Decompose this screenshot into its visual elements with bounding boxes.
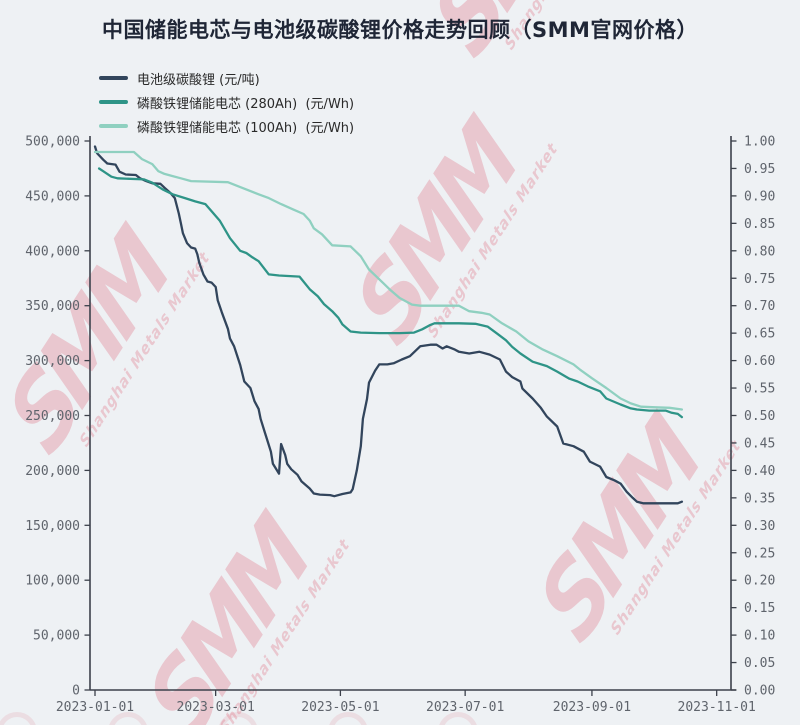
- right-axis-tick-label: 0.55: [744, 382, 775, 397]
- right-axis-tick-label: 0.80: [744, 244, 775, 259]
- left-axis-tick-label: 500,000: [25, 135, 80, 150]
- right-axis-tick-label: 0.70: [744, 299, 775, 314]
- left-axis-tick-label: 350,000: [25, 299, 80, 314]
- left-axis-tick-label: 300,000: [25, 354, 80, 369]
- x-axis-tick-label: 2023-11-01: [678, 700, 756, 715]
- chart-legend: 电池级碳酸锂 (元/吨) 磷酸铁锂储能电芯 (280Ah) (元/Wh) 磷酸铁…: [99, 66, 354, 138]
- legend-item-cell-280ah: 磷酸铁锂储能电芯 (280Ah) (元/Wh): [99, 90, 354, 114]
- legend-item-label: 磷酸铁锂储能电芯 (280Ah) (元/Wh): [137, 96, 355, 112]
- right-axis-tick-label: 0.50: [744, 409, 775, 424]
- left-axis-tick-label: 200,000: [25, 464, 80, 479]
- right-axis-tick-label: 0.25: [744, 546, 775, 561]
- right-axis-tick-label: 0.85: [744, 217, 775, 232]
- left-axis-tick-label: 400,000: [25, 244, 80, 259]
- right-axis-tick-label: 0.15: [744, 601, 775, 616]
- left-axis-tick-label: 100,000: [25, 574, 80, 589]
- chart-title: 中国储能电芯与电池级碳酸锂价格走势回顾（SMM官网价格）: [102, 18, 698, 42]
- right-axis-tick-label: 0.10: [744, 629, 775, 644]
- right-axis-tick-label: 0.60: [744, 354, 775, 369]
- right-axis-tick-label: 0.35: [744, 491, 775, 506]
- left-axis-tick-label: 50,000: [33, 629, 80, 644]
- series-line-1: [97, 167, 684, 419]
- legend-line-swatch: [99, 124, 128, 128]
- left-axis-tick-label: 450,000: [25, 189, 80, 204]
- x-axis-tick-label: 2023-01-01: [56, 700, 134, 715]
- right-axis-tick-label: 0.65: [744, 327, 775, 342]
- x-axis-tick-label: 2023-09-01: [553, 700, 631, 715]
- right-axis-tick-label: 0.95: [744, 162, 775, 177]
- left-axis-tick-label: 0: [72, 684, 80, 699]
- right-axis-tick-label: 0.40: [744, 464, 775, 479]
- series-line-0: [93, 145, 684, 505]
- left-axis-tick-label: 250,000: [25, 409, 80, 424]
- right-axis-tick-label: 0.20: [744, 574, 775, 589]
- right-axis-tick-label: 0.90: [744, 189, 775, 204]
- legend-line-swatch: [99, 100, 128, 104]
- right-axis-tick-label: 0.05: [744, 656, 775, 671]
- right-axis-tick-label: 0.45: [744, 436, 775, 451]
- legend-item-lithium-carbonate: 电池级碳酸锂 (元/吨): [99, 66, 354, 90]
- legend-item-label: 电池级碳酸锂 (元/吨): [137, 72, 260, 88]
- x-axis-tick-label: 2023-03-01: [177, 700, 255, 715]
- left-axis-tick-label: 150,000: [25, 519, 80, 534]
- series-line-2: [93, 150, 684, 411]
- right-axis-tick-label: 0.30: [744, 519, 775, 534]
- right-axis-tick-label: 0.75: [744, 272, 775, 287]
- right-axis-tick-label: 0.00: [744, 684, 775, 699]
- legend-line-swatch: [99, 76, 128, 80]
- x-axis-tick-label: 2023-05-01: [301, 700, 379, 715]
- legend-item-cell-100ah: 磷酸铁锂储能电芯 (100Ah) (元/Wh): [99, 114, 354, 138]
- right-axis-tick-label: 1.00: [744, 135, 775, 150]
- x-axis-tick-label: 2023-07-01: [426, 700, 504, 715]
- legend-item-label: 磷酸铁锂储能电芯 (100Ah) (元/Wh): [137, 120, 355, 136]
